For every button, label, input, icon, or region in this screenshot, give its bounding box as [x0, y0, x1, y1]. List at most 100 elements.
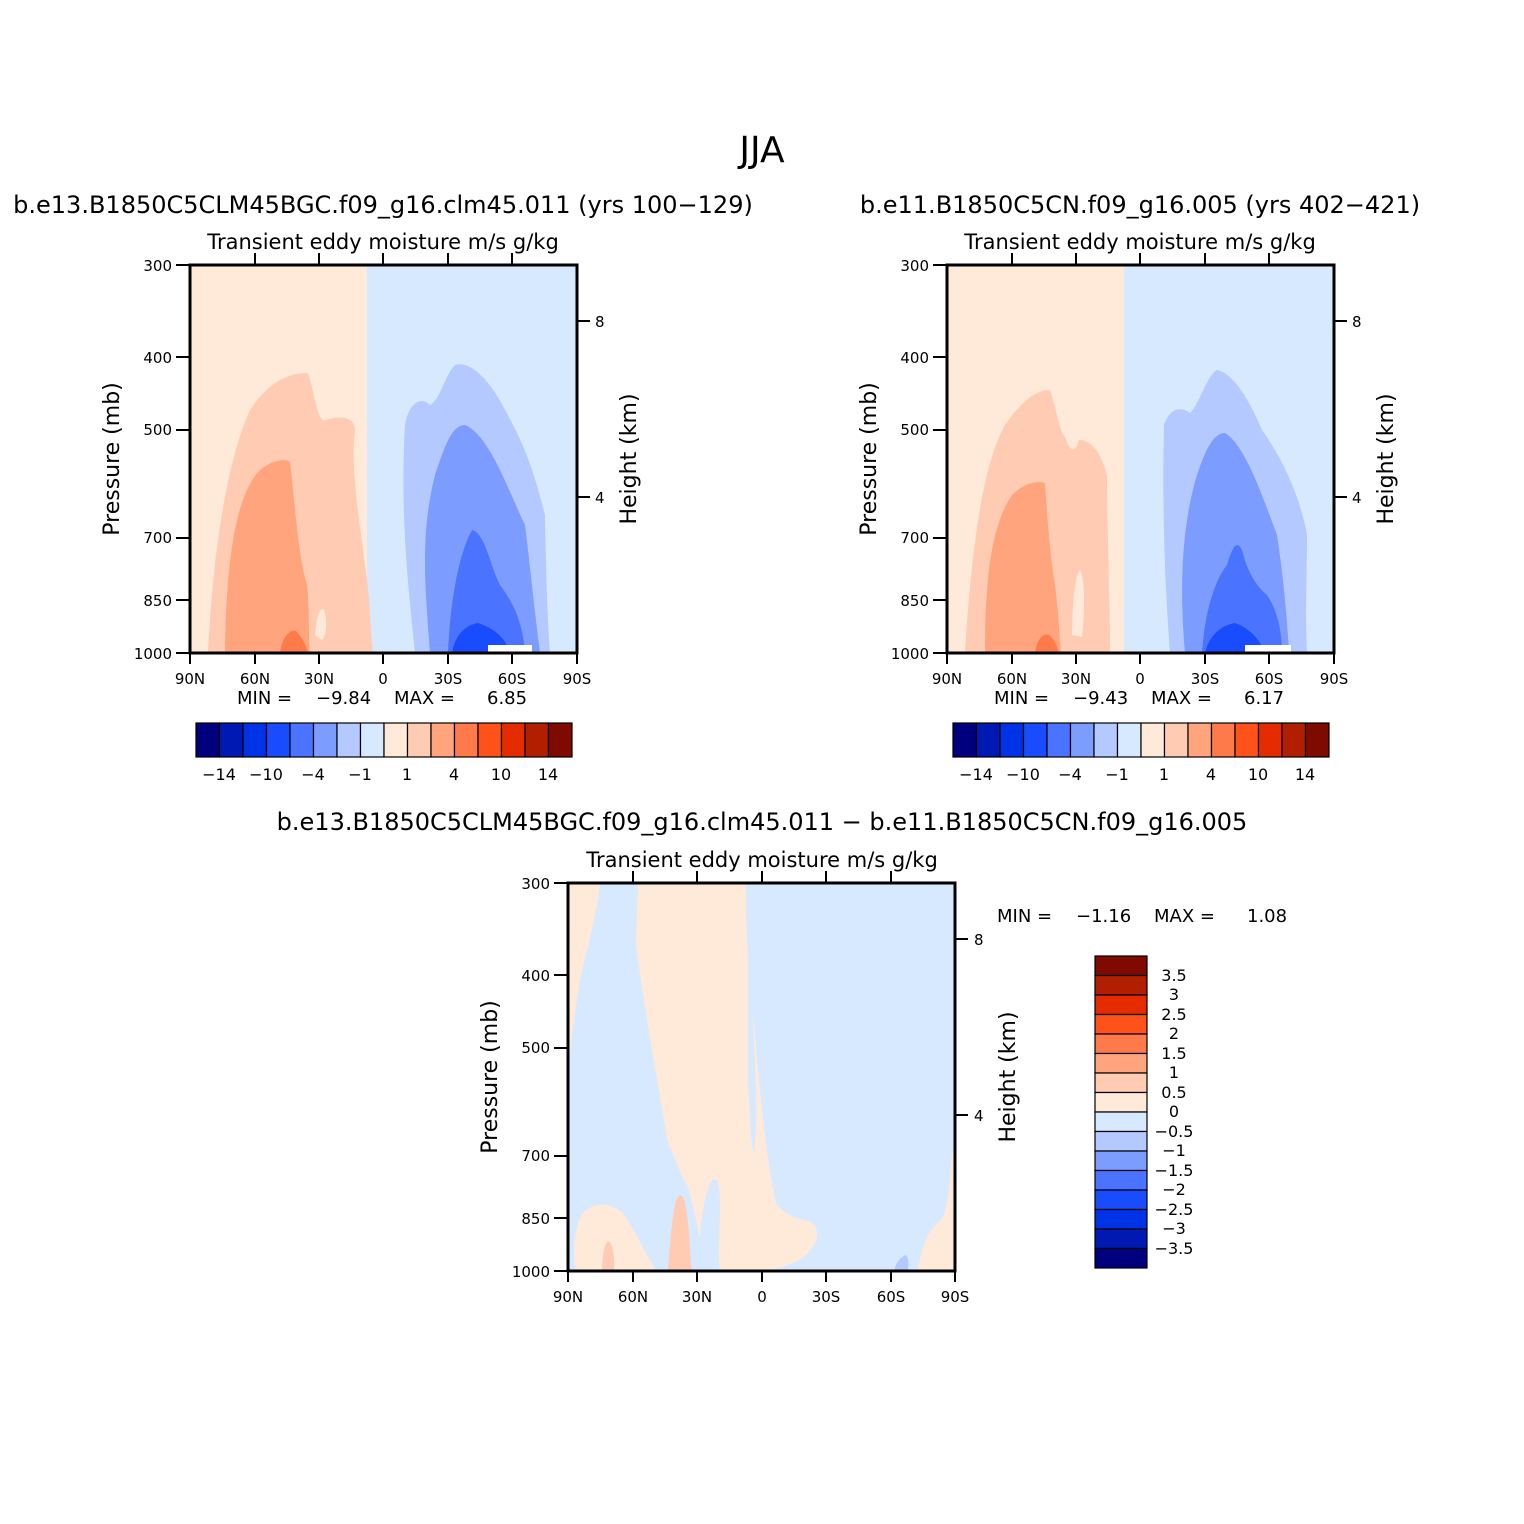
- panel1-contour-neg-3: [448, 530, 525, 653]
- panel3-ytick-850: 850: [521, 1210, 550, 1228]
- panel1-ylabel-right: Height (km): [617, 393, 642, 524]
- panel2-xtick-60s: 60S: [1255, 670, 1284, 688]
- panel3-colorbar-swatch: [1094, 1072, 1148, 1094]
- panel1-ytick-right-4: 4: [595, 489, 605, 507]
- panel3-cb-label-5: 1: [1169, 1063, 1179, 1082]
- panel2-colorbar-swatch: [1163, 722, 1189, 758]
- panel1-cb-label-3: −1: [348, 765, 372, 784]
- panel3-contour-neg-gap2: [748, 953, 757, 1153]
- panel1-ytick-700: 700: [143, 529, 172, 547]
- panel1-colorbar-swatch: [242, 722, 268, 758]
- panel3-title: b.e13.B1850C5CLM45BGC.f09_g16.clm45.011 …: [277, 808, 1248, 836]
- panel3-colorbar-swatch: [1094, 994, 1148, 1016]
- panel2-ytick-right-4: 4: [1352, 489, 1362, 507]
- panel2-colorbar-swatch: [1234, 722, 1260, 758]
- panel2-ytick-300: 300: [900, 257, 929, 275]
- panel2-colorbar: [952, 722, 1330, 758]
- panel1-contour-pos-gap: [315, 609, 327, 640]
- panel2-max-label: MAX =: [1151, 688, 1212, 709]
- panel2-ylabel-right: Height (km): [1374, 393, 1399, 524]
- panel3-cb-label-3: 2: [1169, 1024, 1179, 1043]
- panel1-colorbar-swatch: [359, 722, 385, 758]
- panel2-contour-pos-gap: [1072, 570, 1085, 637]
- panel2-cb-label-5: 4: [1206, 765, 1216, 784]
- panel3-xtick-90s: 90S: [941, 1288, 970, 1306]
- panel1-xtick-90s: 90S: [563, 670, 592, 688]
- panel3-min-label: MIN =: [997, 906, 1052, 927]
- panel3-ytick-right-4: 4: [974, 1107, 984, 1125]
- panel1-colorbar-swatch: [453, 722, 479, 758]
- panel1-colorbar-swatch: [430, 722, 456, 758]
- panel3-contour-pos-main: [636, 883, 818, 1271]
- panel2-xtick-0: 0: [1135, 670, 1145, 688]
- panel2-missing-data: [1245, 645, 1291, 653]
- panel2-xtick-marks: [946, 253, 1335, 664]
- panel3-xtick-60s: 60S: [877, 1288, 906, 1306]
- panel3-cb-label-14: −3.5: [1155, 1239, 1194, 1258]
- panel2-ytick-700: 700: [900, 529, 929, 547]
- panel1-colorbar-swatch: [265, 722, 291, 758]
- panel2-ytick-500: 500: [900, 421, 929, 439]
- panel3-colorbar-swatch: [1094, 955, 1148, 977]
- panel2-ytick-1000: 1000: [891, 645, 929, 663]
- panel2-cb-label-4: 1: [1159, 765, 1169, 784]
- panel3-colorbar-swatch: [1094, 1013, 1148, 1035]
- panel1-ytick-marks: [176, 264, 590, 654]
- panel1-plot-area: [188, 263, 579, 655]
- panel3-cb-label-2: 2.5: [1161, 1005, 1186, 1024]
- panel2-ytick-850: 850: [900, 592, 929, 610]
- panel2-colorbar-swatch: [1022, 722, 1048, 758]
- panel1-contour-pos-3: [280, 630, 308, 653]
- panel2-xtick-60n: 60N: [997, 670, 1027, 688]
- panel3-cb-label-13: −3: [1162, 1219, 1186, 1238]
- panel1-colorbar-swatch: [500, 722, 526, 758]
- panel1-colorbar: [195, 722, 573, 758]
- panel1-subtitle: Transient eddy moisture m/s g/kg: [206, 230, 559, 254]
- panel3-x-ticks: 90N 60N 30N 0 30S 60S 90S: [553, 1288, 969, 1306]
- panel1-cb-label-4: 1: [402, 765, 412, 784]
- panel2-colorbar-swatch: [1069, 722, 1095, 758]
- panel3-ytick-400: 400: [521, 967, 550, 985]
- panel2-colorbar-swatch: [1140, 722, 1166, 758]
- panel1-colorbar-labels: −14 −10 −4 −1 1 4 10 14: [202, 765, 558, 784]
- panel2-colorbar-swatch: [1304, 722, 1330, 758]
- panel3-colorbar-swatch: [1094, 1208, 1148, 1230]
- panel3-cb-label-10: −1.5: [1155, 1161, 1194, 1180]
- panel1-cb-label-2: −4: [301, 765, 325, 784]
- panel2-max-value: 6.17: [1244, 688, 1284, 709]
- panel3-xtick-30s: 30S: [812, 1288, 841, 1306]
- panel2-cb-label-7: 14: [1295, 765, 1315, 784]
- panel2-xtick-30s: 30S: [1191, 670, 1220, 688]
- panel3-cb-label-9: −1: [1162, 1141, 1186, 1160]
- panel3-xtick-90n: 90N: [553, 1288, 583, 1306]
- panel2-cb-label-1: −10: [1006, 765, 1040, 784]
- panel2-cb-label-2: −4: [1058, 765, 1082, 784]
- panel1-colorbar-swatch: [383, 722, 409, 758]
- panel3-colorbar-swatch: [1094, 1189, 1148, 1211]
- panel3-contour-pos-bottomleft: [574, 1204, 656, 1271]
- panel1-cb-label-7: 14: [538, 765, 558, 784]
- panel1-min-value: −9.84: [316, 688, 371, 709]
- panel3-colorbar-swatch: [1094, 1033, 1148, 1055]
- panel1-ytick-850: 850: [143, 592, 172, 610]
- panel3-y-ticks: 300 400 500 700 850 1000: [512, 875, 550, 1281]
- panel3-plot-area: [566, 881, 957, 1273]
- panel1-colorbar-swatch: [195, 722, 221, 758]
- panel1-xtick-30n: 30N: [304, 670, 334, 688]
- panel2-contour-neg-3: [1202, 545, 1282, 653]
- panel2-colorbar-swatch: [952, 722, 978, 758]
- panel1-colorbar-swatch: [336, 722, 362, 758]
- panel3-cb-label-0: 3.5: [1161, 966, 1186, 985]
- panel3-ylabel: Pressure (mb): [478, 1000, 503, 1154]
- panel1-ytick-right-8: 8: [595, 313, 605, 331]
- panel2-contour-pos-3: [1035, 634, 1059, 653]
- panel3-colorbar-swatch: [1094, 1091, 1148, 1113]
- panel1-cb-label-1: −10: [249, 765, 283, 784]
- panel1-xtick-60s: 60S: [498, 670, 527, 688]
- panel2-xtick-30n: 30N: [1061, 670, 1091, 688]
- panel3-cb-label-8: −0.5: [1155, 1122, 1194, 1141]
- panel3-xtick-30n: 30N: [682, 1288, 712, 1306]
- panel3-colorbar-swatch: [1094, 1247, 1148, 1269]
- panel3-contour-pos-left: [568, 883, 600, 1063]
- panel2-colorbar-swatch: [999, 722, 1025, 758]
